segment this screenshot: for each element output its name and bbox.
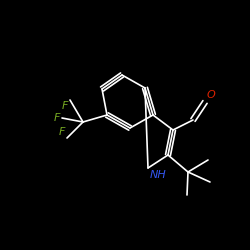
Text: F: F [54,113,60,123]
Text: F: F [58,127,65,137]
Text: O: O [207,90,216,100]
Text: F: F [62,101,68,111]
Text: NH: NH [150,170,167,180]
